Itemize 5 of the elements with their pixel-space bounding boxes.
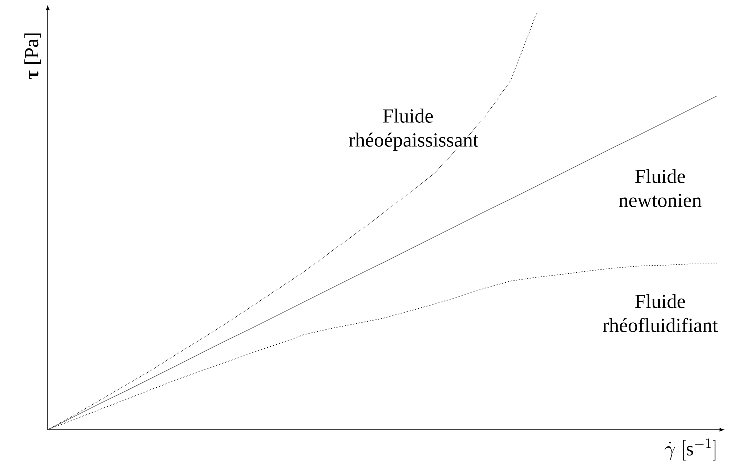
series-label: Fluide rhéofluidifiant [603, 294, 718, 332]
series-label: Fluide rhéoépaississant [349, 108, 479, 152]
y-axis-title: τ [Pa] [24, 34, 42, 80]
series-label: Fluide newtonien [619, 169, 702, 208]
x-axis-title: $\dot{\gamma}\ [\mathrm{s}^{-1}]$ [664, 438, 716, 461]
